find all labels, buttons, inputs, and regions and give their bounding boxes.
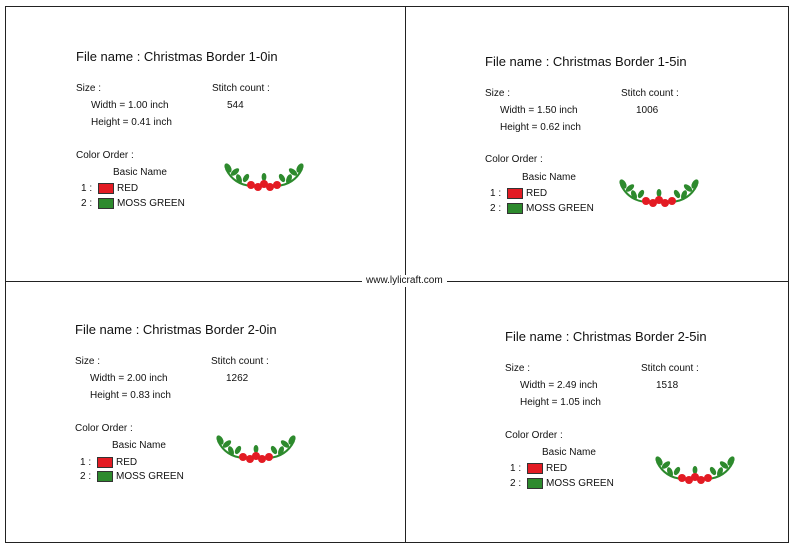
stitch-count-value: 544 [227,100,244,111]
size-label: Size : [505,363,531,374]
width-value: Width = 2.00 inch [90,373,168,384]
size-label: Size : [485,88,511,99]
color-index-2: 2 : [80,471,92,482]
height-value: Height = 0.41 inch [91,117,172,128]
color-name-2: MOSS GREEN [526,203,594,214]
width-value: Width = 1.00 inch [91,100,169,111]
page-frame [5,6,789,543]
basic-name-header: Basic Name [112,440,166,451]
stitch-count-value: 1006 [636,105,659,116]
watermark: www.lylicraft.com [362,275,447,287]
color-order-label: Color Order : [485,154,543,165]
color-order-label: Color Order : [76,150,134,161]
color-name-1: RED [546,463,568,474]
color-name-1: RED [526,188,548,199]
color-index-2: 2 : [510,478,522,489]
width-value: Width = 2.49 inch [520,380,598,391]
color-name-2: MOSS GREEN [116,471,184,482]
red-color-swatch [507,188,523,199]
moss-green-color-swatch [527,478,543,489]
color-name-1: RED [117,183,139,194]
red-color-swatch [97,457,113,468]
color-index-1: 1 : [80,457,92,468]
file-name: File name : Christmas Border 1-5in [485,54,687,69]
color-name-1: RED [116,457,138,468]
height-value: Height = 0.62 inch [500,122,581,133]
color-order-label: Color Order : [505,430,563,441]
basic-name-header: Basic Name [542,447,596,458]
basic-name-header: Basic Name [522,172,576,183]
red-color-swatch [527,463,543,474]
color-index-1: 1 : [490,188,502,199]
christmas-border-motif-preview [617,175,701,215]
christmas-border-motif-preview [222,159,306,199]
christmas-border-motif-preview [214,431,298,471]
stitch-count-label: Stitch count : [641,363,699,374]
moss-green-color-swatch [97,471,113,482]
christmas-border-motif-preview [653,452,737,492]
height-value: Height = 0.83 inch [90,390,171,401]
red-color-swatch [98,183,114,194]
color-name-2: MOSS GREEN [546,478,614,489]
stitch-count-label: Stitch count : [212,83,270,94]
file-name: File name : Christmas Border 1-0in [76,49,278,64]
panel-christmas-border-2-5in: File name : Christmas Border 2-5in Size … [407,282,794,550]
height-value: Height = 1.05 inch [520,397,601,408]
stitch-count-label: Stitch count : [621,88,679,99]
color-index-1: 1 : [81,183,93,194]
size-label: Size : [75,356,101,367]
color-index-1: 1 : [510,463,522,474]
panel-christmas-border-1-5in: File name : Christmas Border 1-5in Size … [407,7,794,275]
color-index-2: 2 : [81,198,93,209]
color-index-2: 2 : [490,203,502,214]
basic-name-header: Basic Name [113,167,167,178]
stitch-count-label: Stitch count : [211,356,269,367]
moss-green-color-swatch [507,203,523,214]
file-name: File name : Christmas Border 2-0in [75,322,277,337]
stitch-count-value: 1518 [656,380,679,391]
color-name-2: MOSS GREEN [117,198,185,209]
width-value: Width = 1.50 inch [500,105,578,116]
vertical-divider [405,6,406,543]
moss-green-color-swatch [98,198,114,209]
panel-christmas-border-2-0in: File name : Christmas Border 2-0in Size … [6,282,404,550]
file-name: File name : Christmas Border 2-5in [505,329,707,344]
size-label: Size : [76,83,102,94]
panel-christmas-border-1-0in: File name : Christmas Border 1-0in Size … [6,7,404,275]
stitch-count-value: 1262 [226,373,249,384]
color-order-label: Color Order : [75,423,133,434]
